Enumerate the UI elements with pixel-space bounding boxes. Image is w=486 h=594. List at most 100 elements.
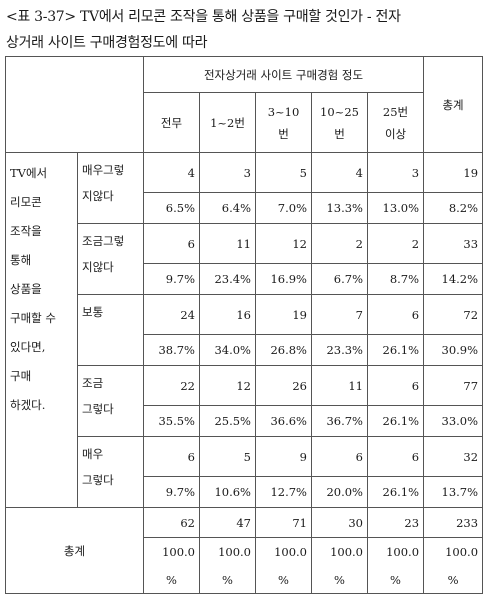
percent-cell: 6.5% [143,192,200,224]
count-cell: 24 [143,294,200,335]
row-question-line: 하겠다. [10,398,46,412]
column-total-count: 30 [311,507,368,538]
percent-sign: % [390,572,401,587]
column-header-line: 번 [278,126,289,141]
percent-sign: % [278,572,289,587]
caption-line-2: 상거래 사이트 구매경험정도에 따라 [6,35,208,51]
count-cell: 6 [311,436,368,477]
count-cell: 4 [311,152,368,193]
column-header-line: 1~2번 [210,115,245,130]
column-header: 1~2번 [199,92,256,153]
table-row-percents: 9.7% 23.4% 16.9% 6.7% 8.7% 14.2% [6,263,484,295]
column-header-line: 번 [334,126,345,141]
count-cell: 11 [311,365,368,406]
percent-cell: 13.0% [366,192,425,224]
percent-cell: 9.7% [143,263,200,295]
percent-cell: 26.8% [255,334,312,366]
row-question-line: 있다면, [10,340,46,354]
row-category-line: 그렇다 [82,402,114,416]
percent-value: 100.0 [386,544,420,559]
percent-sign: % [222,572,233,587]
row-category-line: 지않다 [82,260,114,274]
row-category-label: 매우그렇 지않다 [77,152,144,224]
count-cell: 16 [199,294,256,335]
percent-sign: % [447,572,459,587]
percent-cell: 25.5% [199,405,256,437]
column-total-count: 47 [199,507,256,538]
row-question-line: 리모콘 [10,195,42,209]
percent-cell: 8.7% [366,263,425,295]
table-row-counts: 보통 24 16 19 7 6 72 [6,294,484,366]
totals-label: 총계 [5,507,144,594]
percent-cell: 38.7% [143,334,200,366]
column-total-percent: 100.0% [143,537,200,594]
group-header: 전자상거래 사이트 구매경험 정도 [142,56,425,93]
percent-cell: 6.7% [311,263,368,295]
count-cell: 2 [311,223,368,264]
percent-cell: 26.1% [366,334,425,366]
row-category-line: 그렇다 [82,473,114,487]
table-row-counts: TV에서 리모콘 조작을 통해 상품을 구매할 수 있다면, 구매 하겠다. 매우그렇 지않다 4 3 5… [5,152,484,508]
row-question-line: 조작을 [10,224,42,238]
count-cell: 6 [143,436,200,477]
crosstab-table: 전자상거래 사이트 구매경험 정도 총계 전무 1~2번 3~10 번 10~25 번 25… [5,56,484,594]
count-cell: 4 [143,152,200,193]
corner-cell [5,56,144,153]
row-category-line: 조금그렇 [82,234,125,248]
percent-cell: 26.1% [366,476,425,508]
header-row-1: 전자상거래 사이트 구매경험 정도 총계 [5,56,484,153]
percent-cell: 12.7% [255,476,312,508]
count-cell: 6 [143,223,200,264]
table-row-counts: 매우 그렇다 6 5 9 6 6 32 [6,436,484,508]
row-total-percent: 13.7% [423,476,484,508]
row-total-percent: 8.2% [423,192,484,224]
row-total-count: 19 [423,152,484,193]
row-total-count: 72 [423,294,484,335]
header-row-2: 전무 1~2번 3~10 번 10~25 번 25번 이상 [6,92,483,153]
percent-cell: 36.6% [255,405,312,437]
row-total-count: 77 [423,365,484,406]
count-cell: 5 [199,436,256,477]
column-total-count: 62 [143,507,200,538]
row-category-line: 매우 [82,447,104,461]
row-question-line: 통해 [10,253,32,267]
table-row-counts: 조금 그렇다 22 12 26 11 6 77 [6,365,484,437]
count-cell: 11 [199,223,256,264]
row-question-label: TV에서 리모콘 조작을 통해 상품을 구매할 수 있다면, 구매 하겠다. [5,152,78,508]
table-caption: <표 3-37> TV에서 리모콘 조작을 통해 상품을 구매할 것인가 - 전… [6,4,484,56]
row-category-label: 조금 그렇다 [77,365,144,437]
total-header: 총계 [423,56,484,153]
count-cell: 22 [143,365,200,406]
percent-cell: 9.7% [143,476,200,508]
percent-value: 100.0 [162,544,195,559]
column-header: 3~10 번 [255,92,312,153]
percent-value: 100.0 [330,544,363,559]
percent-cell: 20.0% [311,476,368,508]
count-cell: 12 [255,223,312,264]
percent-cell: 23.4% [199,263,256,295]
row-question-line: 구매할 수 [10,311,56,325]
row-question-line: 구매 [10,369,32,383]
column-total-count: 71 [255,507,312,538]
percent-cell: 34.0% [199,334,256,366]
row-total-percent: 33.0% [423,405,484,437]
row-category-label: 보통 [77,294,144,366]
column-header-line: 10~25 [320,104,359,119]
row-category-line: 지않다 [82,189,114,203]
percent-cell: 36.7% [311,405,368,437]
column-header-line: 25번 [382,104,409,119]
count-cell: 26 [255,365,312,406]
row-total-count: 32 [423,436,484,477]
column-header-line: 3~10 [267,104,300,119]
column-header-line: 이상 [384,126,407,141]
count-cell: 2 [366,223,425,264]
column-total-count: 23 [366,507,425,538]
percent-cell: 10.6% [199,476,256,508]
totals-row-counts: 총계 62 47 71 30 23 233 [5,507,484,594]
table-row-percents: 6.5% 6.4% 7.0% 13.3% 13.0% 8.2% [6,192,484,224]
column-header: 10~25 번 [311,92,368,153]
percent-cell: 35.5% [143,405,200,437]
